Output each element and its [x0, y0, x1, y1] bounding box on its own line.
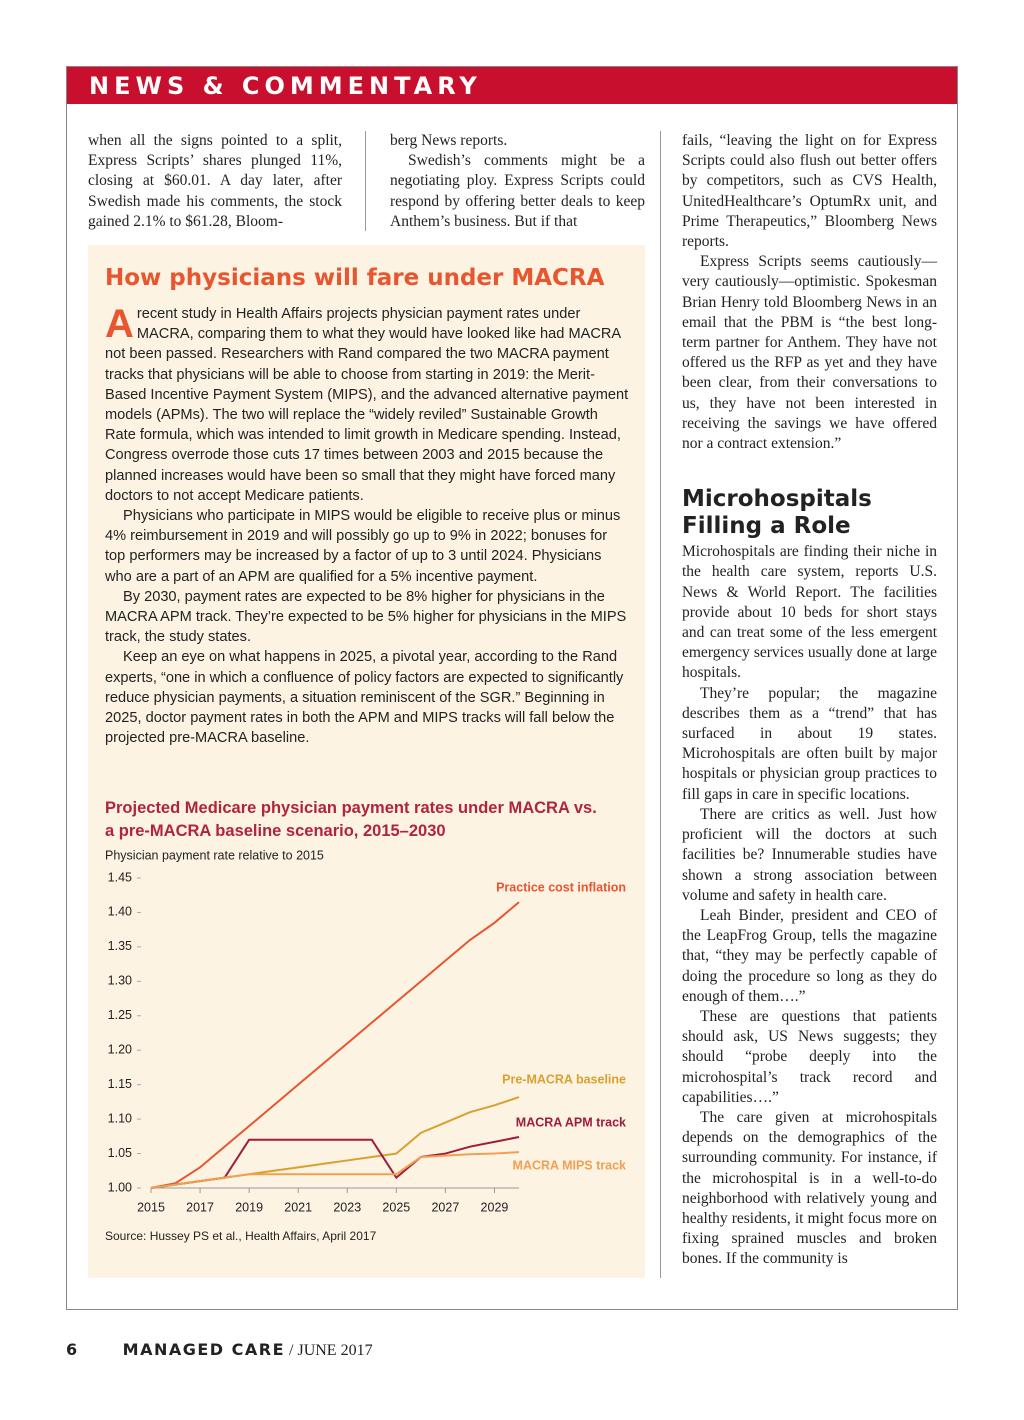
- left-column: when all the signs pointed to a split, E…: [88, 131, 342, 232]
- paragraph: Express Scripts seems cautiously—very ca…: [682, 253, 937, 453]
- sidebar-box: [88, 245, 645, 1278]
- paragraph: Keep an eye on what happens in 2025, a p…: [105, 649, 624, 747]
- x-tick-label: 2027: [431, 1200, 459, 1214]
- y-tick-label: 1.00: [108, 1180, 132, 1194]
- x-tick-label: 2029: [481, 1200, 509, 1214]
- paragraph: Leah Binder, president and CEO of the Le…: [682, 906, 937, 1005]
- paragraph: Physicians who participate in MIPS would…: [105, 508, 621, 585]
- x-tick-label: 2017: [186, 1200, 214, 1214]
- y-tick-label: 1.25: [108, 1008, 132, 1022]
- footer: 6 MANAGED CARE / JUNE 2017: [66, 1340, 373, 1360]
- sidebar-title: How physicians will fare under MACRA: [105, 265, 605, 291]
- y-tick-label: 1.35: [108, 939, 132, 953]
- paragraph: They’re popular; the magazine describes …: [682, 684, 937, 803]
- y-tick-label: 1.10: [108, 1111, 132, 1125]
- chart-title: Projected Medicare physician payment rat…: [105, 799, 597, 840]
- column-rule: [365, 131, 366, 231]
- chart-source: Source: Hussey PS et al., Health Affairs…: [105, 1229, 377, 1243]
- issue: / JUNE 2017: [289, 1342, 373, 1359]
- paragraph: The care given at microhospitals depends…: [682, 1108, 937, 1268]
- y-tick-label: 1.30: [108, 974, 132, 988]
- y-tick-label: 1.45: [108, 870, 132, 884]
- paragraph: when all the signs pointed to a split, E…: [88, 132, 342, 230]
- paragraph: By 2030, payment rates are expected to b…: [105, 588, 627, 646]
- paragraph: berg News reports.: [390, 132, 508, 149]
- x-tick-label: 2015: [137, 1200, 165, 1214]
- series-line: [150, 901, 520, 1189]
- x-tick-label: 2025: [382, 1200, 410, 1214]
- series-label: MACRA APM track: [516, 1115, 626, 1129]
- middle-column: berg News reports. Swedish’s comments mi…: [390, 131, 645, 232]
- article-heading: Microhospitals Filling a Role: [682, 486, 872, 540]
- paragraph: Microhospitals are finding their niche i…: [682, 543, 937, 682]
- y-axis-title: Physician payment rate relative to 2015: [105, 848, 324, 862]
- series-label: Practice cost inflation: [496, 880, 626, 894]
- page-number: 6: [66, 1340, 79, 1359]
- paragraph-text: recent study in Health Affairs projects …: [105, 306, 629, 504]
- y-tick-label: 1.05: [108, 1146, 132, 1160]
- paragraph: There are critics as well. Just how prof…: [682, 805, 937, 904]
- y-tick-label: 1.20: [108, 1043, 132, 1057]
- right-column: fails, “leaving the light on for Express…: [682, 131, 937, 1270]
- x-tick-label: 2021: [284, 1200, 312, 1214]
- section-header: NEWS & COMMENTARY: [67, 67, 957, 104]
- chart: Physician payment rate relative to 2015 …: [105, 848, 626, 1243]
- drop-cap: A: [105, 302, 134, 346]
- paragraph: Swedish’s comments might be a negotiatin…: [390, 152, 645, 230]
- publication: MANAGED CARE: [122, 1340, 286, 1359]
- page-frame: [66, 66, 958, 1310]
- paragraph: fails, “leaving the light on for Express…: [682, 132, 937, 251]
- series-label: MACRA MIPS track: [513, 1158, 626, 1172]
- column-rule: [660, 131, 661, 1278]
- y-tick-label: 1.15: [108, 1077, 132, 1091]
- paragraph: These are questions that patients should…: [682, 1007, 937, 1106]
- series-label: Pre-MACRA baseline: [502, 1072, 626, 1086]
- y-tick-label: 1.40: [108, 905, 132, 919]
- x-tick-label: 2023: [333, 1200, 361, 1214]
- series-line: [150, 1151, 520, 1189]
- x-tick-label: 2019: [235, 1200, 263, 1214]
